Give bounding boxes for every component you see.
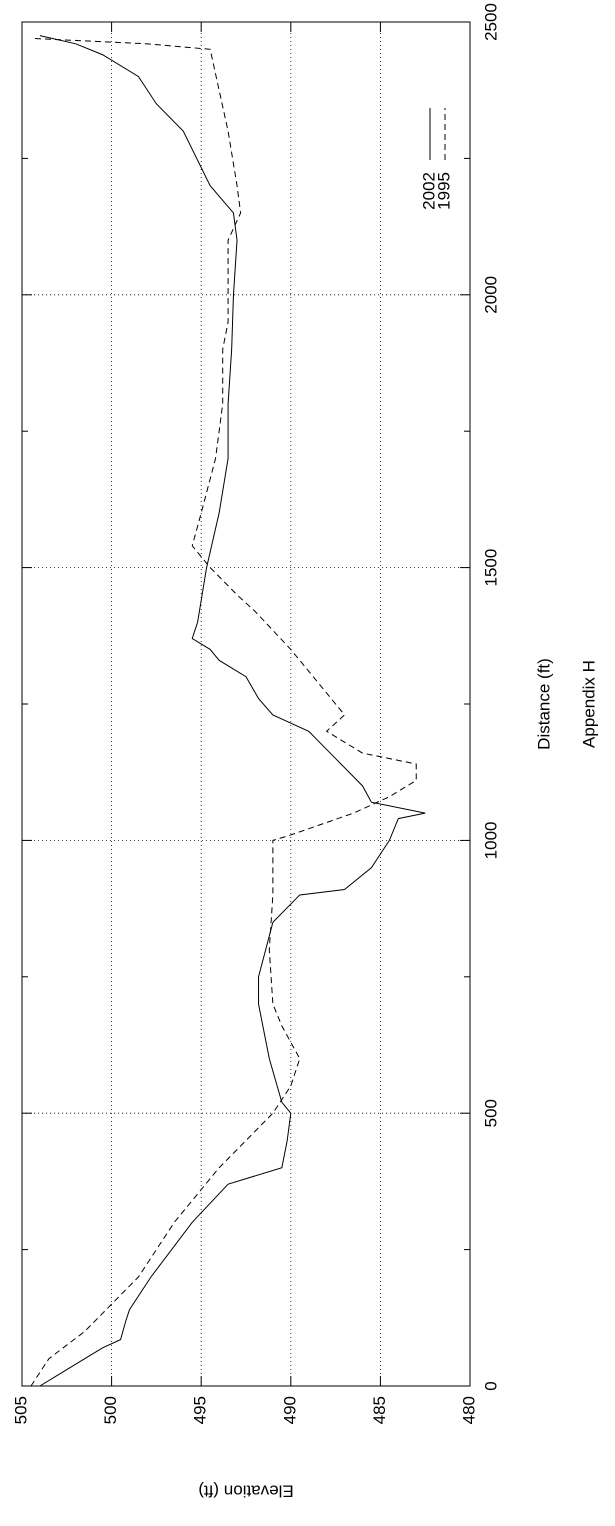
- y-tick-label: 495: [191, 1396, 210, 1424]
- legend-label: 2002: [419, 172, 438, 210]
- series-line: [30, 37, 417, 1387]
- rotated-chart: 480 485 490 495 500 505 0 500 1000 1500 2000 2500 20…: [11, 3, 598, 1500]
- x-tick-label: 1000: [481, 821, 500, 859]
- x-tick-label: 0: [481, 1381, 500, 1390]
- y-axis-label: Elevation (ft): [198, 1482, 293, 1501]
- series-line: [39, 35, 426, 1387]
- x-tick-label: 2500: [481, 3, 500, 41]
- legend-label: 1995: [434, 172, 453, 210]
- x-axis-label: Distance (ft): [534, 658, 553, 750]
- y-tick-label: 505: [11, 1396, 30, 1424]
- x-tick-label: 1500: [481, 549, 500, 587]
- y-tick-label: 485: [370, 1396, 389, 1424]
- x-tick-label: 2000: [481, 276, 500, 314]
- caption: Appendix H: [579, 660, 598, 748]
- plot-frame: [21, 21, 471, 1387]
- y-tick-label: 500: [101, 1396, 120, 1424]
- y-tick-label: 480: [459, 1396, 478, 1424]
- x-tick-label: 500: [481, 1099, 500, 1127]
- y-tick-label: 490: [280, 1396, 299, 1424]
